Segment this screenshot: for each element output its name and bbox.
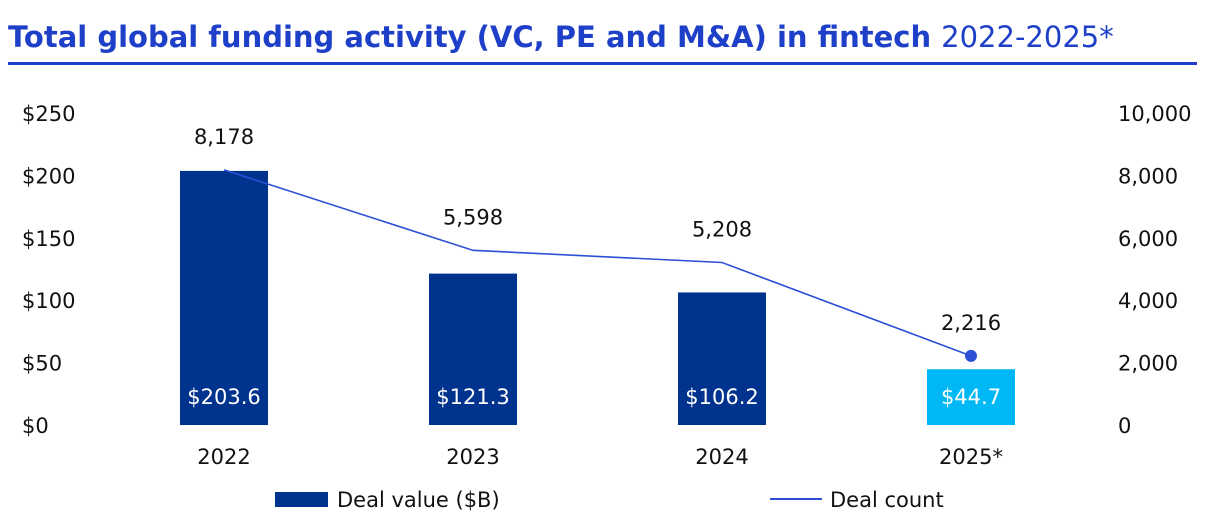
title-underline — [8, 62, 1197, 65]
line-deal-count — [223, 169, 972, 357]
x-axis-tick-label: 2022 — [197, 445, 250, 469]
line-data-label: 2,216 — [941, 311, 1001, 335]
line-data-label: 5,598 — [443, 205, 503, 229]
x-axis-tick-label: 2023 — [446, 445, 499, 469]
bar-data-label: $121.3 — [436, 385, 509, 409]
right-axis-tick-label: 8,000 — [1118, 164, 1178, 188]
left-axis-tick-label: $150 — [22, 227, 75, 251]
bar-data-label: $106.2 — [685, 385, 758, 409]
bar-data-label: $203.6 — [187, 385, 260, 409]
right-axis-tick-label: 6,000 — [1118, 227, 1178, 251]
legend-label-deal-count: Deal count — [830, 488, 944, 512]
bar-data-label: $44.7 — [941, 385, 1001, 409]
line-point-deal-count — [965, 349, 977, 362]
line-data-label: 8,178 — [194, 125, 254, 149]
bar-deal-value — [429, 273, 517, 425]
legend-swatch-deal-value — [275, 492, 328, 507]
left-axis-tick-label: $250 — [22, 102, 75, 126]
x-axis-tick-label: 2025* — [939, 445, 1003, 469]
chart-title: Total global funding activity (VC, PE an… — [8, 20, 1114, 54]
right-axis-tick-label: 4,000 — [1118, 289, 1178, 313]
title-main: Total global funding activity (VC, PE an… — [8, 20, 931, 54]
right-axis-tick-label: 0 — [1118, 414, 1131, 438]
legend: Deal value ($B) Deal count — [275, 488, 944, 512]
line-data-label: 5,208 — [692, 218, 752, 242]
left-axis-tick-label: $50 — [22, 352, 62, 376]
legend-label-deal-value: Deal value ($B) — [337, 488, 500, 512]
right-axis-tick-label: 10,000 — [1118, 102, 1191, 126]
bar-deal-value — [927, 369, 1015, 425]
bar-deal-value — [678, 292, 766, 425]
left-axis-tick-label: $200 — [22, 164, 75, 188]
right-axis-tick-label: 2,000 — [1118, 352, 1178, 376]
title-subtitle: 2022-2025* — [941, 20, 1114, 54]
bar-deal-value — [180, 170, 268, 425]
left-axis-tick-label: $0 — [22, 414, 49, 438]
x-axis-tick-label: 2024 — [695, 445, 748, 469]
left-axis-tick-label: $100 — [22, 289, 75, 313]
